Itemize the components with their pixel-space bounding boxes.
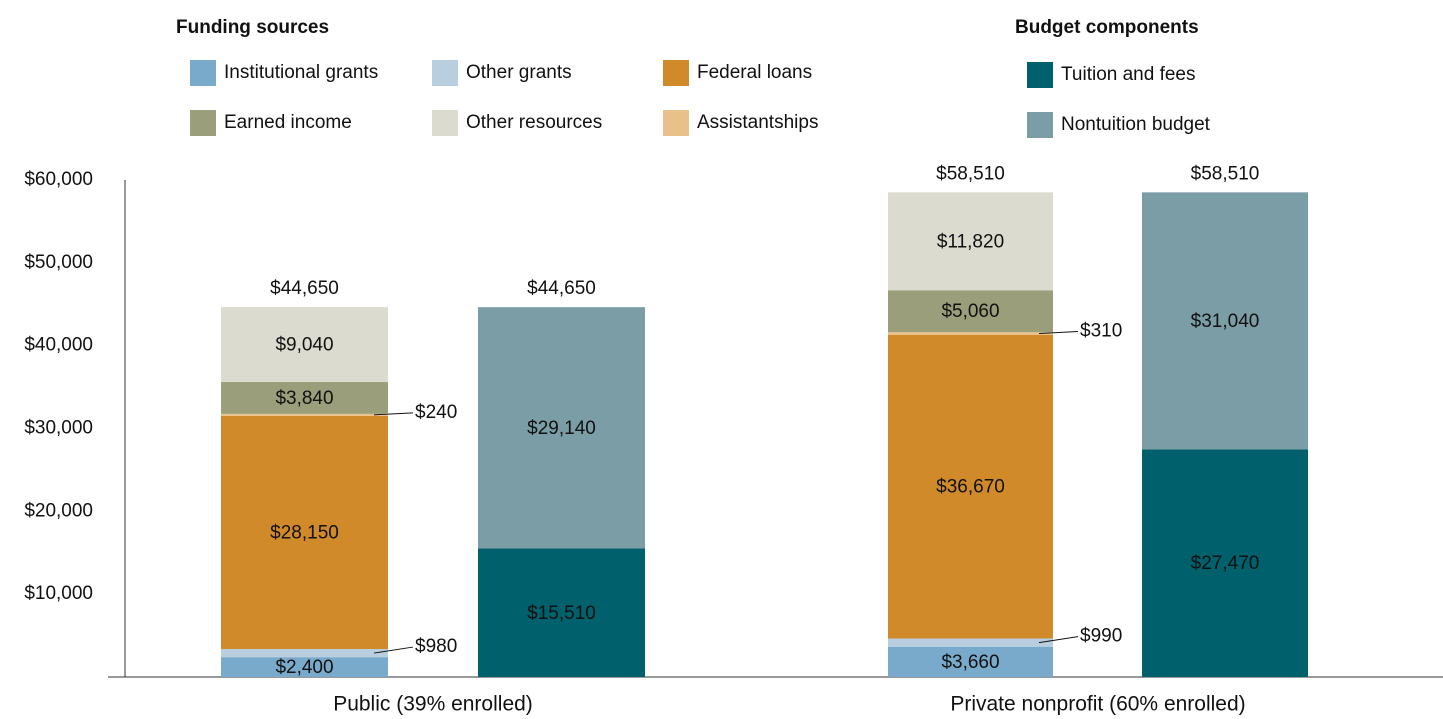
value-label: $2,400 (275, 657, 333, 678)
value-label: $15,510 (527, 603, 596, 624)
y-tick-label: $60,000 (24, 169, 93, 190)
y-tick-label: $20,000 (24, 500, 93, 521)
value-label: $240 (415, 402, 457, 423)
callout-line (1038, 330, 1079, 334)
bar-segment (1142, 449, 1308, 677)
bar-segment (888, 332, 1053, 335)
total-label: $44,650 (270, 278, 339, 299)
bar-segment (888, 646, 1053, 677)
value-label: $990 (1080, 626, 1122, 647)
total-label: $58,510 (1191, 163, 1260, 184)
bar-segment (888, 290, 1053, 333)
bar-segment (221, 382, 388, 414)
value-label: $27,470 (1191, 553, 1260, 574)
total-label: $58,510 (936, 163, 1005, 184)
legend-title: Budget components (1015, 17, 1199, 38)
bar-segment (1142, 192, 1308, 450)
legend-label: Earned income (224, 112, 352, 133)
value-label: $11,820 (937, 231, 1004, 252)
legend-label: Institutional grants (224, 62, 378, 83)
y-tick-label: $50,000 (24, 252, 93, 273)
bar-segment (221, 415, 388, 650)
callout-line (373, 412, 414, 416)
x-tick-label: Public (39% enrolled) (333, 693, 533, 716)
x-tick-label: Private nonprofit (60% enrolled) (950, 693, 1245, 716)
bar-segment (221, 649, 388, 658)
legend-title: Funding sources (176, 17, 329, 38)
value-label: $5,060 (941, 301, 999, 322)
legend-label: Nontuition budget (1061, 114, 1211, 135)
bar-segment (888, 638, 1053, 647)
legend-swatch (663, 60, 689, 86)
legend-label: Assistantships (697, 112, 818, 133)
value-label: $310 (1080, 320, 1122, 341)
legend-swatch (1027, 62, 1053, 88)
total-label: $44,650 (527, 278, 596, 299)
callout-line (1038, 636, 1079, 644)
bar-segment (888, 334, 1053, 639)
legend-label: Other grants (466, 62, 572, 83)
bar-segment (478, 307, 645, 549)
bar-segment (221, 657, 388, 677)
legend-swatch (432, 60, 458, 86)
legend-label: Federal loans (697, 62, 812, 83)
value-label: $3,660 (941, 652, 999, 673)
bar-segment (888, 192, 1053, 291)
value-label: $980 (415, 636, 457, 657)
legend-swatch (1027, 112, 1053, 138)
legend-swatch (190, 110, 216, 136)
value-label: $3,840 (275, 388, 333, 409)
value-label: $29,140 (527, 418, 596, 439)
y-tick-label: $40,000 (24, 335, 93, 356)
y-tick-label: $30,000 (24, 418, 93, 439)
bar-segment (221, 307, 388, 383)
value-label: $36,670 (936, 477, 1005, 498)
value-label: $31,040 (1191, 311, 1260, 332)
legend-swatch (190, 60, 216, 86)
bar-segment (221, 413, 388, 416)
callout-line (373, 646, 414, 654)
value-label: $28,150 (270, 522, 339, 543)
y-tick-label: $10,000 (24, 583, 93, 604)
legend-label: Tuition and fees (1061, 64, 1196, 85)
legend-swatch (432, 110, 458, 136)
value-label: $9,040 (275, 335, 333, 356)
legend-label: Other resources (466, 112, 602, 133)
legend-swatch (663, 110, 689, 136)
bar-segment (478, 548, 645, 677)
